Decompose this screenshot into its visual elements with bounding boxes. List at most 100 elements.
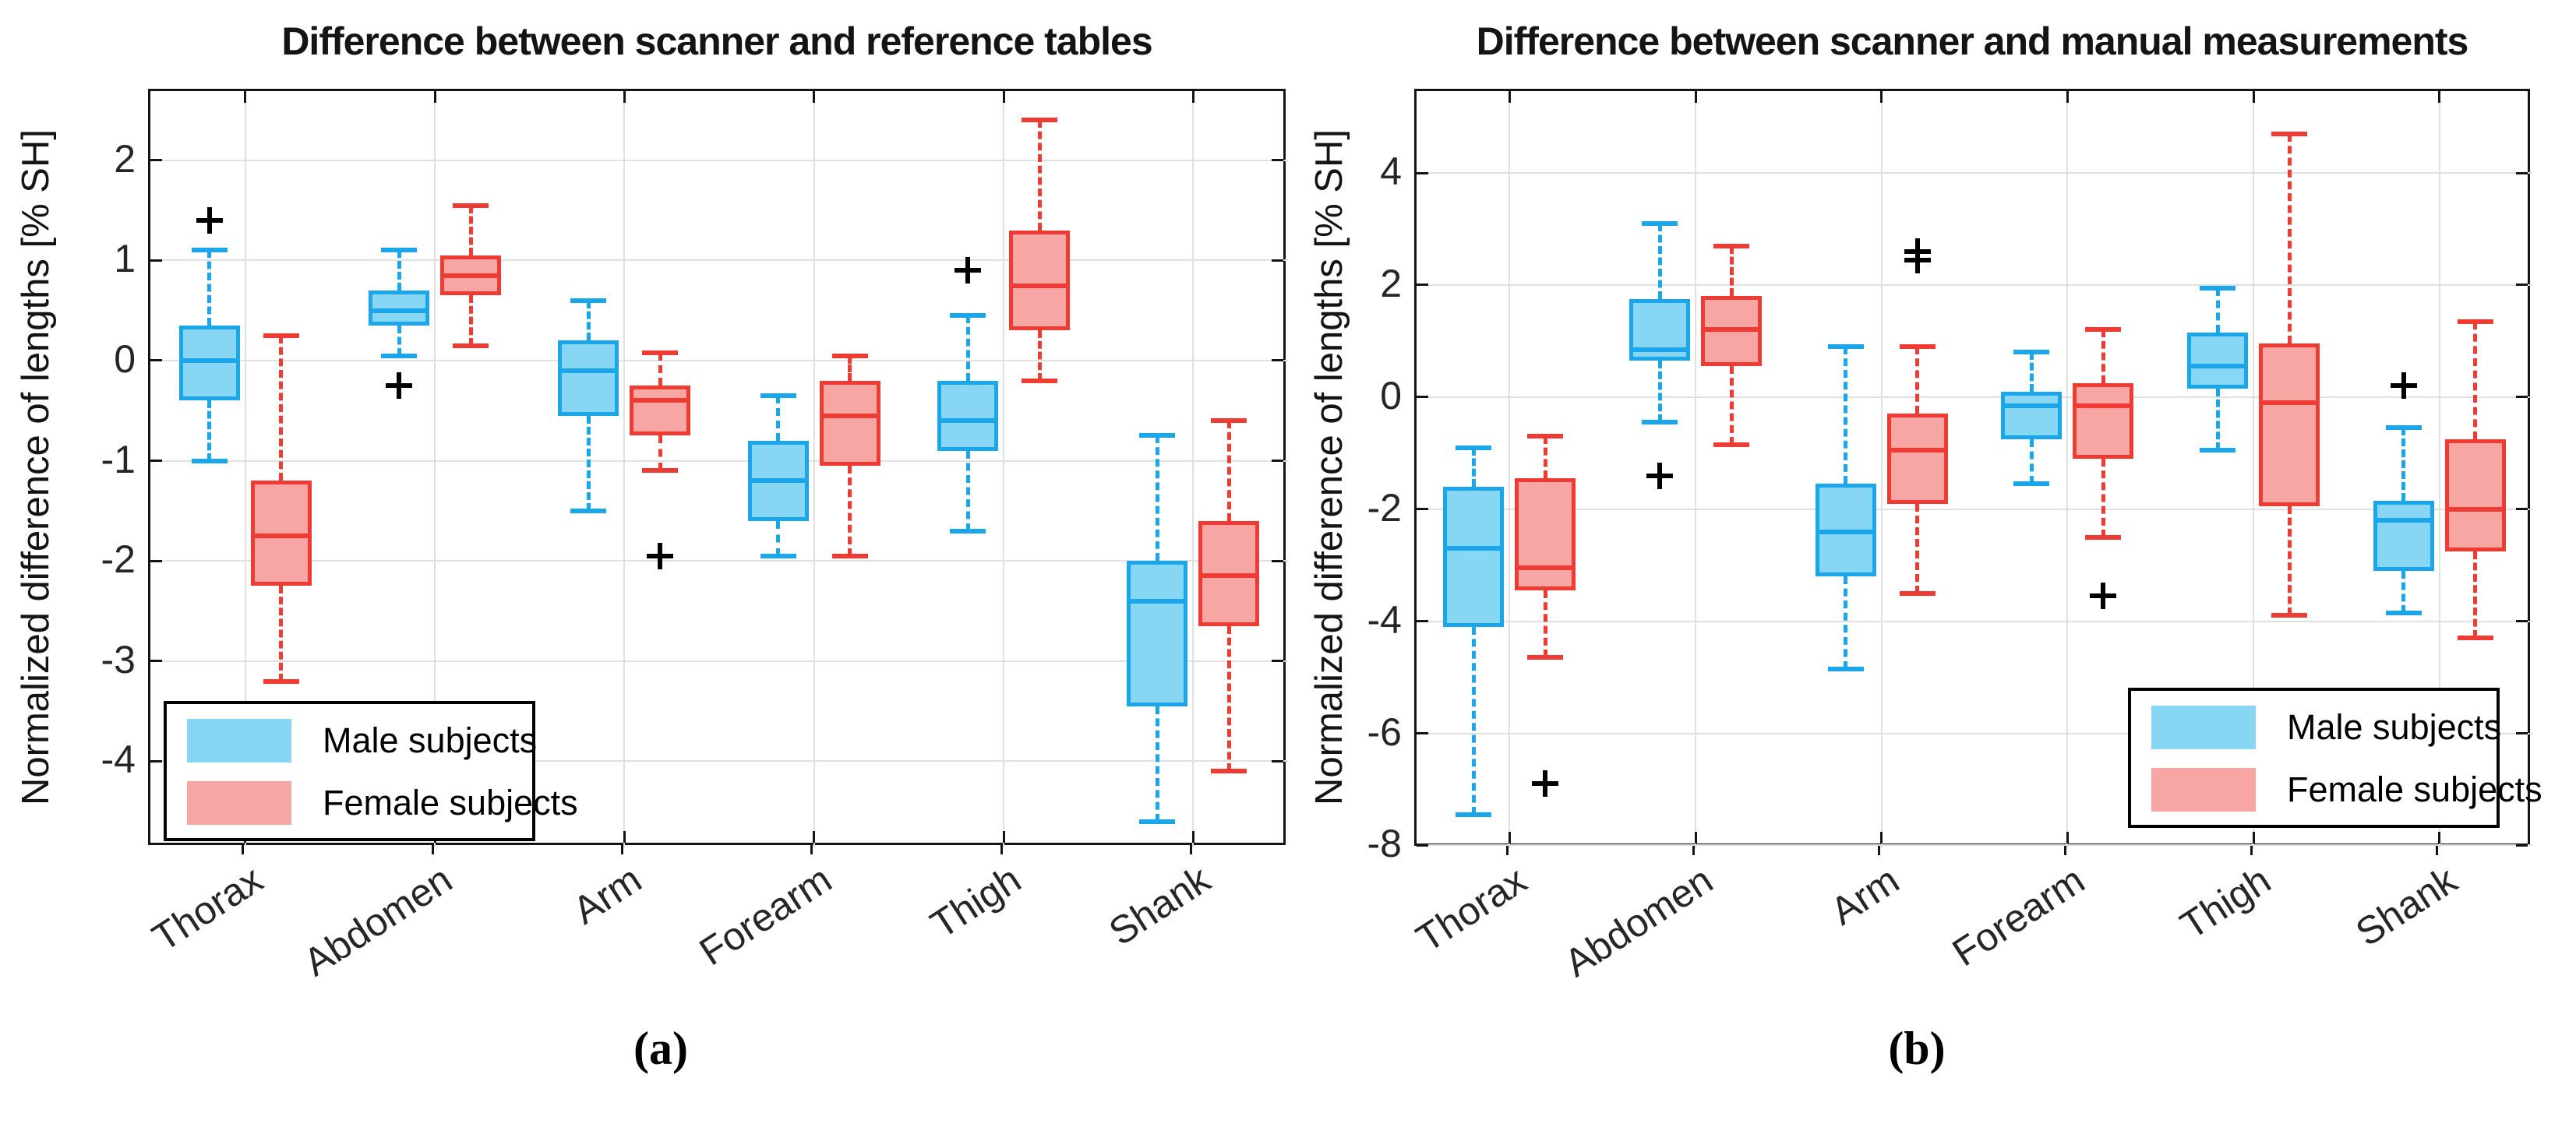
median-line	[1013, 283, 1066, 288]
outlier-marker	[386, 372, 412, 400]
xtick-stub	[1505, 846, 1509, 855]
lower-whisker	[1471, 626, 1476, 815]
xtick-bottom	[1880, 832, 1883, 843]
iqr-box	[2373, 500, 2434, 571]
iqr-box	[2001, 391, 2063, 439]
xtick-stub	[1000, 845, 1003, 854]
lower-whisker-cap	[381, 353, 417, 358]
ytick-label: -4	[1367, 597, 1402, 642]
iqr-box	[2444, 438, 2506, 551]
median-line	[2191, 364, 2244, 369]
ytick-label: 2	[114, 136, 136, 181]
median-line	[254, 534, 308, 539]
lower-whisker-cap	[453, 343, 489, 348]
ytick-left	[150, 660, 162, 663]
median-line	[2377, 518, 2430, 523]
xtick-bottom	[1191, 831, 1194, 843]
lower-whisker	[658, 435, 662, 471]
ytick-left	[150, 259, 162, 262]
upper-whisker-cap	[1827, 344, 1864, 350]
median-line	[941, 418, 994, 424]
median-line	[1202, 573, 1256, 579]
median-line	[2077, 403, 2130, 408]
iqr-box	[2073, 382, 2134, 459]
outlier-marker	[1646, 462, 1673, 489]
upper-whisker	[1915, 347, 1920, 414]
gridline-x-Abdomen	[434, 91, 436, 847]
upper-whisker	[776, 395, 781, 441]
lower-whisker-cap	[1456, 812, 1492, 817]
xtick-top	[2252, 91, 2255, 103]
median-line	[1890, 448, 1944, 453]
upper-whisker	[658, 352, 662, 386]
ytick-label: -8	[1367, 822, 1402, 866]
lower-whisker-cap	[2085, 534, 2122, 540]
upper-whisker	[965, 315, 970, 381]
upper-whisker-cap	[2457, 319, 2493, 324]
upper-whisker-cap	[950, 313, 986, 319]
lower-whisker	[2101, 458, 2105, 537]
lower-whisker-cap	[642, 468, 679, 474]
upper-whisker	[2101, 329, 2105, 383]
upper-whisker-cap	[1527, 434, 1564, 439]
median-line	[2005, 403, 2059, 408]
iqr-box	[250, 481, 312, 586]
median-line	[2448, 506, 2502, 512]
upper-whisker	[2215, 287, 2220, 333]
lower-whisker-cap	[191, 458, 228, 463]
gridline-x-Thorax	[244, 91, 246, 847]
lower-whisker	[2029, 438, 2034, 484]
lower-whisker	[1729, 366, 1734, 445]
median-line	[1519, 565, 1572, 571]
gridline-y--4	[150, 760, 1288, 762]
upper-whisker-cap	[1139, 433, 1176, 438]
gridline-y--6	[1417, 732, 2532, 734]
gridline-y--8	[1417, 844, 2532, 847]
lower-whisker	[1037, 330, 1042, 381]
ytick-right	[1272, 159, 1283, 162]
outlier-marker	[647, 542, 674, 569]
upper-whisker-cap	[570, 298, 607, 303]
ytick-right	[2516, 732, 2528, 734]
ytick-label: 2	[1380, 261, 1402, 305]
upper-whisker	[207, 250, 212, 326]
xtick-top	[244, 91, 247, 103]
ytick-left	[150, 159, 162, 162]
ytick-right	[2516, 396, 2528, 399]
lower-whisker-cap	[831, 553, 868, 558]
lower-whisker	[1543, 590, 1547, 658]
lower-whisker	[586, 415, 591, 511]
median-line	[1131, 598, 1184, 604]
median-line	[1447, 546, 1501, 551]
ytick-right	[1272, 559, 1283, 562]
ytick-label: -4	[101, 738, 136, 782]
outlier-marker	[1532, 770, 1559, 798]
upper-whisker	[586, 300, 591, 341]
ytick-left	[1417, 843, 1428, 847]
male-swatch	[2151, 706, 2256, 749]
xtick-bottom	[813, 831, 816, 843]
gridline-y--3	[150, 660, 1288, 662]
xtick-bottom	[623, 831, 626, 843]
legend-label-female: Female subjects	[2287, 770, 2542, 809]
iqr-box	[1198, 520, 1260, 626]
gridline-x-Abdomen	[1695, 91, 1696, 848]
gridline-x-Arm	[623, 91, 626, 847]
subfigure-a-caption: (a)	[633, 1023, 688, 1074]
upper-whisker	[2401, 428, 2406, 501]
iqr-box	[937, 380, 998, 451]
upper-whisker	[2473, 321, 2478, 439]
lower-whisker	[776, 520, 781, 556]
iqr-box	[1886, 414, 1948, 504]
median-line	[1819, 529, 1872, 534]
gridline-x-Shank	[1192, 91, 1194, 847]
male-swatch	[187, 719, 291, 762]
ytick-right	[2516, 284, 2528, 287]
xtick-top	[813, 91, 816, 103]
lower-whisker	[468, 295, 473, 346]
xtick-top	[2438, 91, 2441, 103]
xtick-top	[623, 91, 626, 103]
xtick-stub	[1189, 845, 1192, 854]
lower-whisker	[1226, 625, 1231, 772]
